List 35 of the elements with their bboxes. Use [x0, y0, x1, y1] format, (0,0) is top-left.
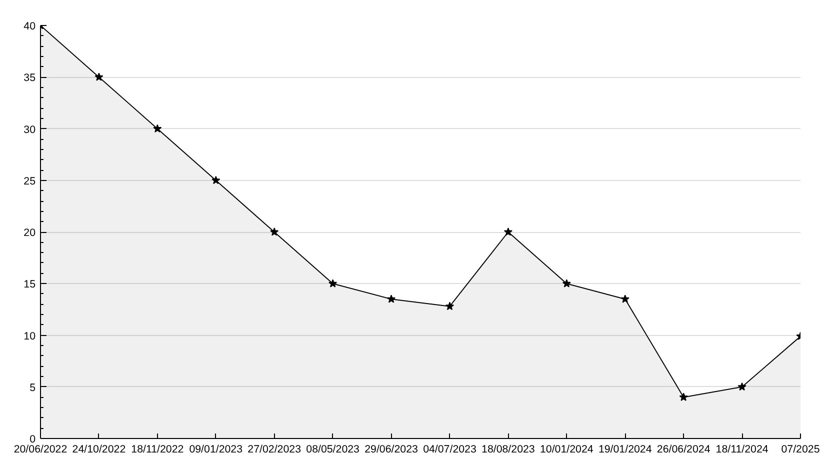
point [562, 279, 571, 288]
x-tick-label: 09/01/2023 [189, 444, 243, 456]
x-tick-label: 24/10/2022 [72, 444, 126, 456]
y-tick-label: 25 [24, 175, 36, 188]
point [153, 124, 162, 132]
point [212, 176, 220, 184]
y-tick-label: 40 [24, 20, 36, 32]
point [386, 294, 396, 303]
point [679, 392, 688, 401]
x-tick-label: 26/06/2024 [656, 444, 710, 456]
x-tick-label: 19/01/2024 [598, 444, 652, 456]
x-tick-label: 10/01/2024 [540, 444, 594, 456]
y-tick-label: 10 [24, 330, 36, 342]
point [738, 382, 746, 391]
point [620, 294, 630, 303]
x-tick-label: 18/11/2024 [716, 444, 768, 456]
x-tick-label: 18/11/2022 [131, 444, 184, 456]
y-tick-label: 35 [24, 72, 36, 84]
x-tick-label: 18/08/2023 [482, 444, 535, 456]
y-tick-label: 15 [24, 278, 36, 291]
x-tick-label: 29/06/2023 [364, 444, 418, 456]
y-tick-label: 30 [24, 124, 36, 136]
x-tick-label: 04/07/2023 [423, 444, 476, 456]
point [504, 228, 512, 236]
x-tick-label: 20/06/2022 [14, 444, 68, 456]
point [94, 72, 104, 81]
x-tick-label: 08/05/2023 [306, 444, 360, 456]
point [445, 302, 454, 310]
point [270, 228, 279, 236]
y-tick-label: 20 [24, 227, 36, 239]
y-tick-label: 5 [30, 382, 36, 394]
x-tick-label: 27/02/2023 [248, 444, 302, 456]
point [328, 279, 338, 288]
x-tick-label: 07/2025 [781, 444, 820, 456]
y-tick-label: 0 [30, 434, 36, 446]
